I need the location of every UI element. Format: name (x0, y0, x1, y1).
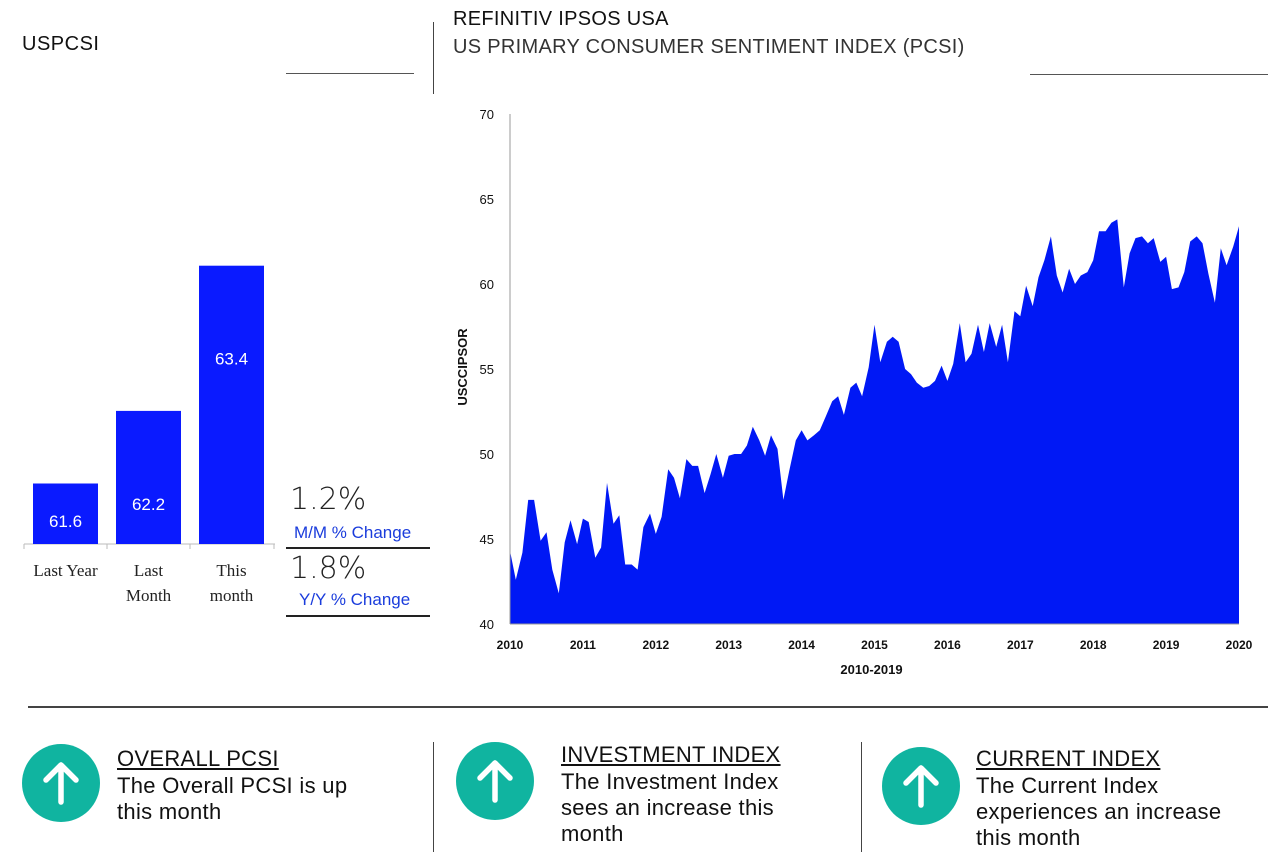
section-divider (28, 706, 1268, 708)
y-tick-label: 65 (480, 192, 494, 207)
bar-value-label: 61.6 (49, 512, 82, 531)
card-title-investment-index: INVESTMENT INDEX (561, 742, 781, 767)
x-tick-label: 2014 (788, 638, 815, 652)
yy-change-label: Y/Y % Change (299, 590, 411, 609)
page-title: REFINITIV IPSOS USA (453, 8, 669, 30)
y-tick-label: 60 (480, 277, 494, 292)
mm-divider (286, 547, 430, 549)
x-tick-label: 2018 (1080, 638, 1107, 652)
card-current-index (882, 747, 960, 825)
x-tick-label: 2013 (715, 638, 742, 652)
bar-category-label: This (216, 561, 246, 580)
card-divider-2 (861, 742, 862, 852)
card-title-current-index: CURRENT INDEX (976, 746, 1161, 771)
x-tick-label: 2011 (570, 638, 596, 652)
mm-change-value: 1.2% (290, 482, 367, 517)
y-tick-label: 50 (480, 447, 494, 462)
card-overall-pcsi (22, 744, 100, 822)
y-axis-title: USCCIPSOR (455, 328, 470, 406)
card-text-investment-index: The Investment Index sees an increase th… (561, 769, 779, 846)
x-tick-label: 2010 (497, 638, 524, 652)
y-tick-label: 45 (480, 532, 494, 547)
left-panel-title: USPCSI (22, 33, 100, 55)
x-tick-label: 2012 (642, 638, 669, 652)
bar-value-label: 63.4 (215, 350, 248, 369)
card-text-overall-pcsi: The Overall PCSI is up this month (117, 773, 348, 824)
bar-category-label: Month (126, 586, 172, 605)
bar-0 (33, 483, 98, 544)
bar-2 (199, 265, 264, 544)
bar-category-label: month (210, 586, 254, 605)
card-investment-index (456, 742, 534, 820)
bar-1 (116, 410, 181, 544)
y-tick-label: 70 (480, 107, 494, 122)
comparison-bar-chart: 61.6 Last Year 62.2 Last Month 63.4 This month (23, 265, 275, 605)
page-subtitle: US PRIMARY CONSUMER SENTIMENT INDEX (PCS… (453, 36, 965, 58)
bar-category-label: Last (134, 561, 164, 580)
bar-value-label: 62.2 (132, 495, 165, 514)
y-tick-label: 55 (480, 362, 494, 377)
card-title-overall-pcsi: OVERALL PCSI (117, 746, 279, 771)
yy-change-value: 1.8% (290, 551, 367, 586)
up-arrow-icon (456, 742, 534, 820)
up-arrow-icon (882, 747, 960, 825)
mm-change-label: M/M % Change (294, 523, 412, 542)
up-arrow-icon (22, 744, 100, 822)
pcsi-area-series (510, 219, 1239, 624)
pcsi-area-chart: 40 45 50 55 60 65 70 2010 2011 2012 2013 2014 2015 20… (455, 107, 1253, 677)
x-axis-title: 2010-2019 (840, 662, 902, 677)
card-divider-1 (433, 742, 434, 852)
title-underline (286, 73, 414, 74)
x-tick-label: 2017 (1007, 638, 1034, 652)
header-divider (433, 22, 434, 94)
subtitle-underline (1030, 74, 1268, 75)
x-tick-label: 2015 (861, 638, 888, 652)
x-tick-label: 2020 (1226, 638, 1253, 652)
bar-category-label: Last Year (33, 561, 98, 580)
x-tick-label: 2016 (934, 638, 961, 652)
x-tick-label: 2019 (1153, 638, 1180, 652)
card-text-current-index: The Current Index experiences an increas… (976, 773, 1222, 850)
y-tick-label: 40 (480, 617, 494, 632)
yy-divider (286, 615, 430, 617)
